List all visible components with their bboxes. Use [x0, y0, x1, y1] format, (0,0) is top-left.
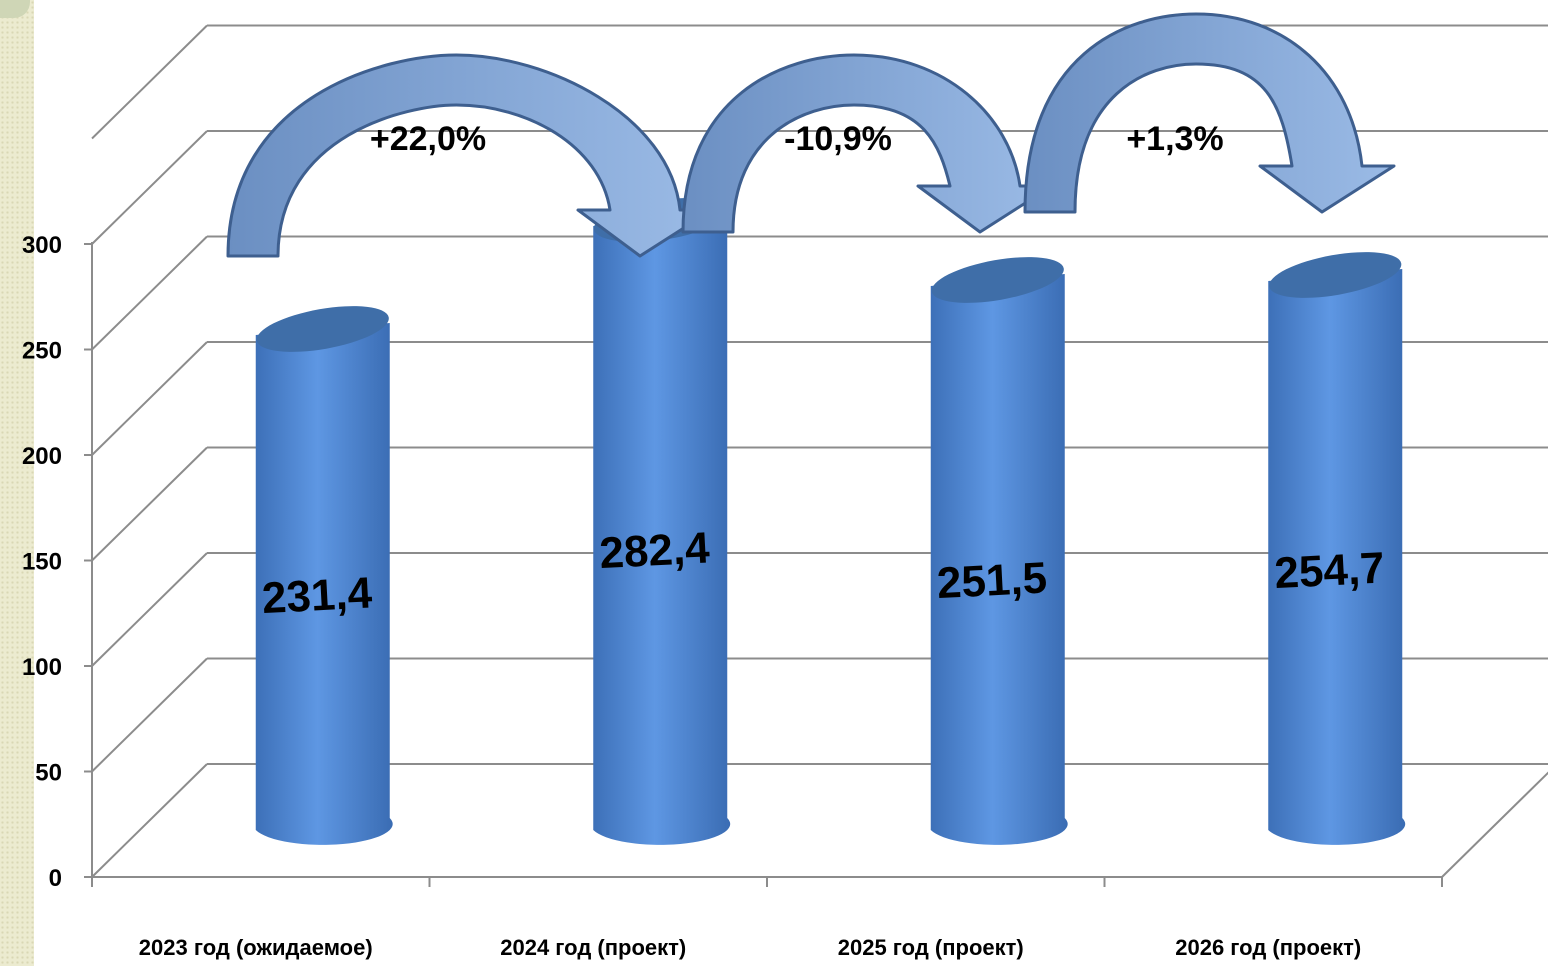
- change-arrows: +22,0% -10,9% +1,3%: [226, 12, 1396, 258]
- change-arrow: [681, 53, 1054, 234]
- bar-cylinder: [255, 306, 393, 845]
- change-percent-label: -10,9%: [784, 120, 892, 158]
- change-percent-label: +1,3%: [1126, 120, 1223, 158]
- floor-diagonal: [1441, 771, 1548, 878]
- gridline-diagonal: [91, 24, 208, 140]
- gridline-diagonal: [91, 552, 208, 667]
- bar-body: [255, 323, 393, 845]
- y-tick-label: 300: [22, 232, 62, 259]
- gridline-diagonal: [91, 341, 208, 456]
- x-category-label: 2026 год (проект): [1175, 935, 1361, 960]
- bar-body: [1268, 269, 1406, 845]
- y-tick-label: 150: [22, 549, 62, 576]
- bar-top: [1269, 252, 1402, 298]
- gridline-diagonal: [91, 235, 208, 351]
- y-tick-label: 50: [35, 760, 62, 787]
- bar-body: [930, 274, 1068, 845]
- bar-value-label: 282,4: [598, 523, 711, 578]
- gridline-diagonal: [91, 446, 208, 562]
- change-percent-label: +22,0%: [370, 120, 486, 158]
- bar-value-label: 231,4: [261, 568, 374, 623]
- bars: [255, 198, 1406, 845]
- bar-cylinder: [1268, 252, 1406, 845]
- bar-top: [256, 306, 389, 352]
- corner-decoration: [0, 0, 30, 18]
- labels: 0 50 100 150 200 250 300 231,4 2023 год (ожидаем…: [22, 232, 1386, 960]
- bar-body: [593, 214, 731, 845]
- side-decoration: [0, 0, 34, 966]
- bar-cylinder: [593, 198, 731, 845]
- bar-value-label: 254,7: [1273, 543, 1386, 598]
- y-tick-label: 100: [22, 654, 62, 681]
- gridline-diagonal: [91, 130, 208, 245]
- x-category-label: 2024 год (проект): [500, 935, 686, 960]
- bar-value-label: 251,5: [936, 553, 1049, 608]
- gridline-diagonal: [91, 657, 208, 773]
- bar-top: [931, 257, 1064, 303]
- change-arrow: [1023, 12, 1396, 214]
- bar-cylinder: [930, 257, 1068, 845]
- x-category-label: 2025 год (проект): [838, 935, 1024, 960]
- floor-diagonal: [91, 763, 208, 878]
- change-arrow: [226, 53, 714, 258]
- y-tick-label: 250: [22, 338, 62, 365]
- x-category-label: 2023 год (ожидаемое): [139, 935, 373, 960]
- y-tick-label: 0: [49, 865, 62, 892]
- y-tick-label: 200: [22, 443, 62, 470]
